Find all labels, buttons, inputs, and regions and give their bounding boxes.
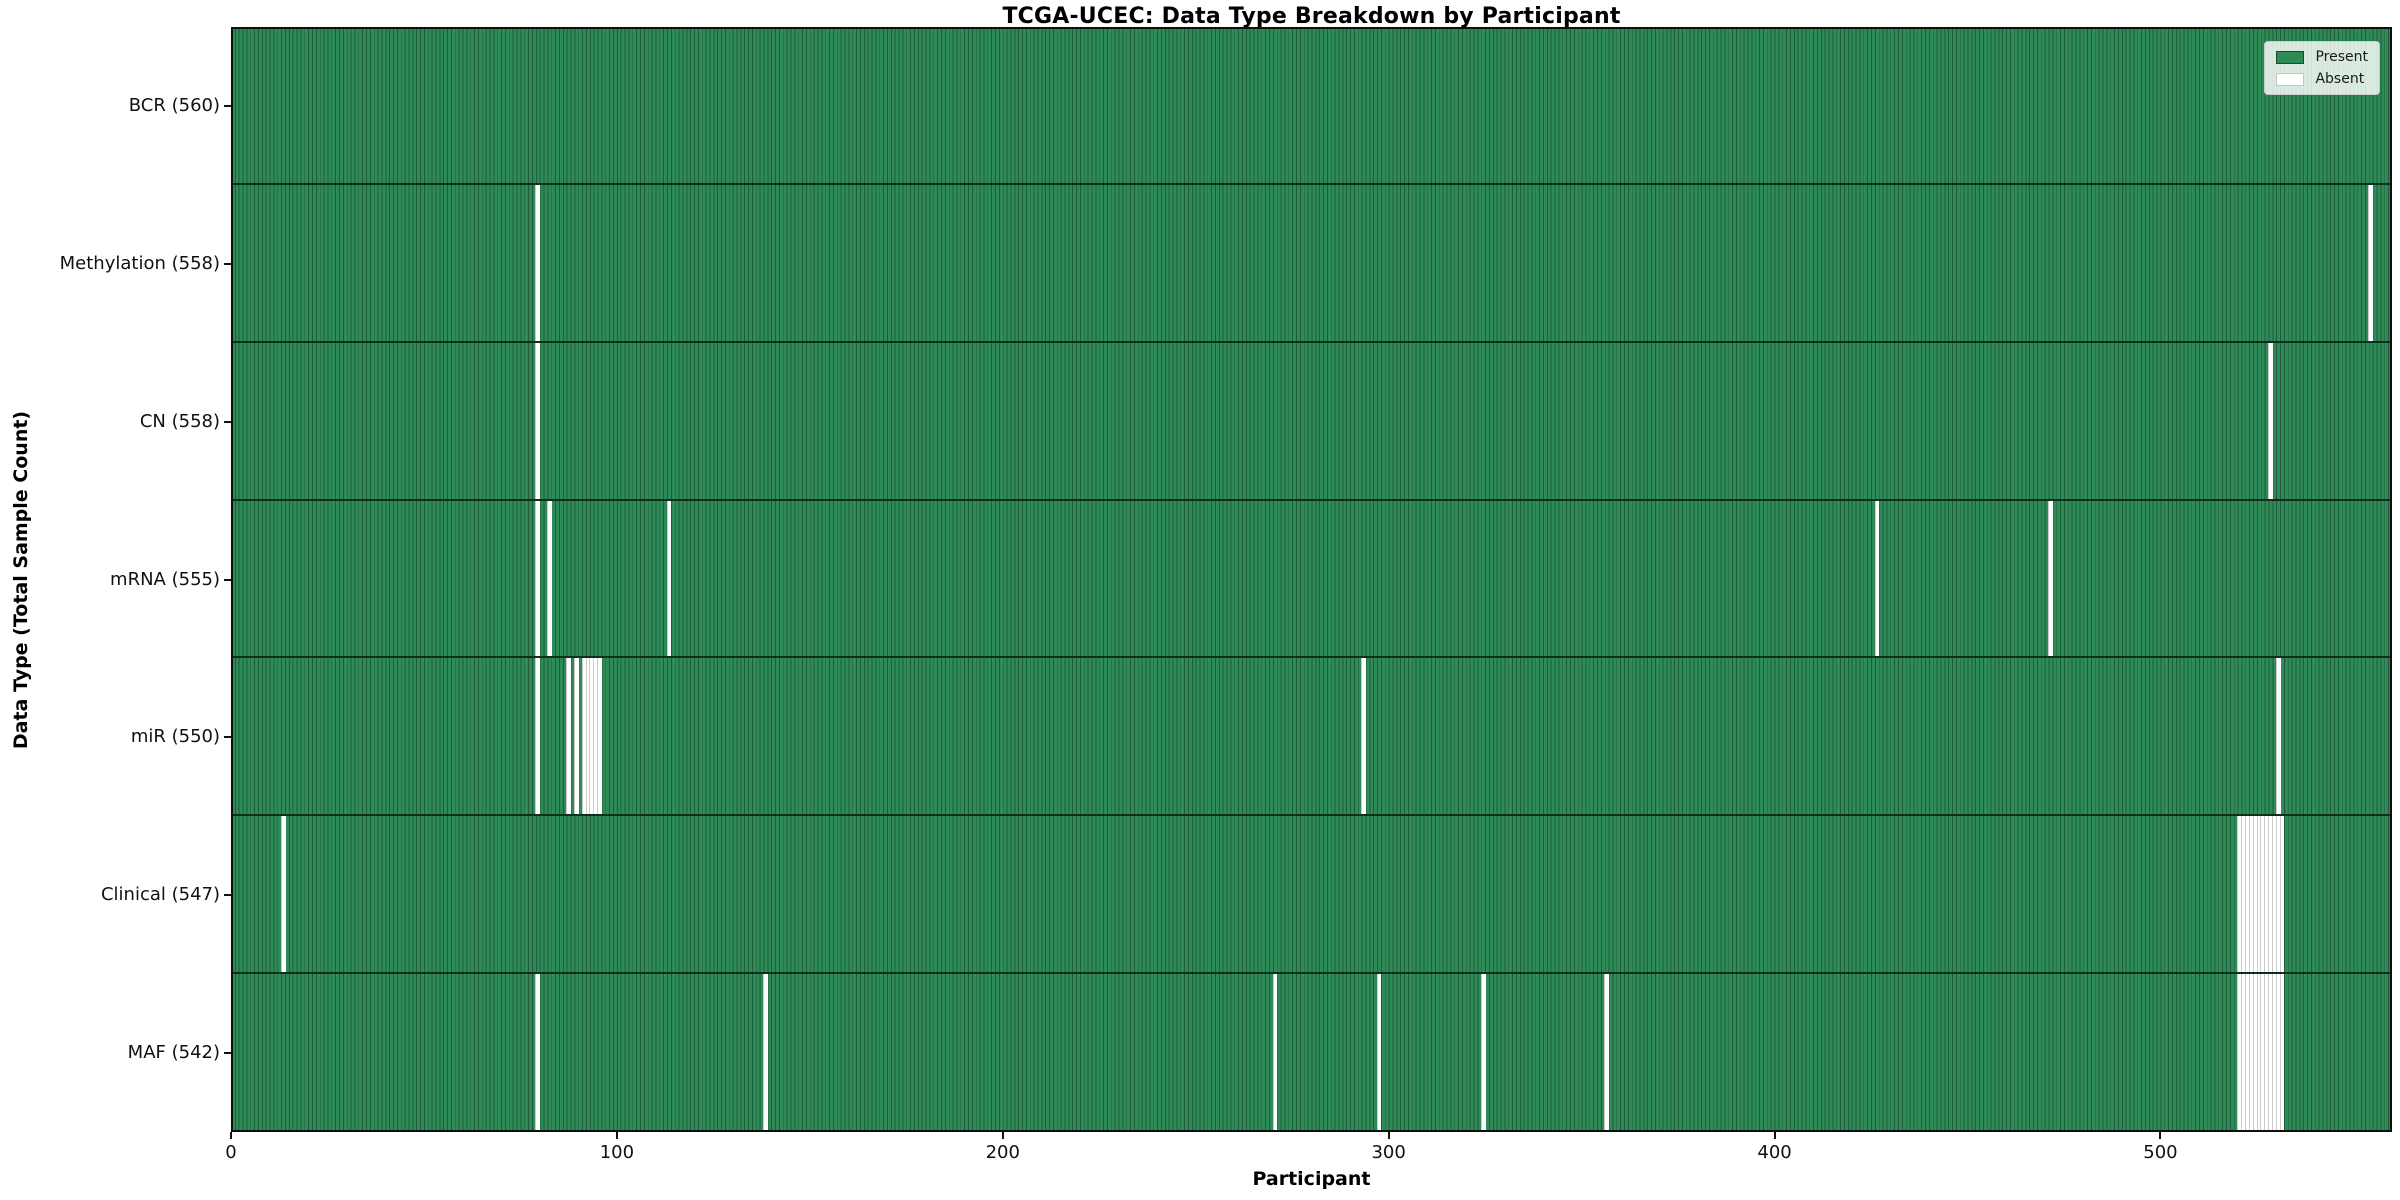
absent-mark-cn-528 <box>2268 342 2273 499</box>
absent-mark-maf-525 <box>2256 974 2262 1130</box>
absent-mark-mir-89 <box>574 658 579 815</box>
x-tick-label-300: 300 <box>1371 1142 1406 1163</box>
x-tick-label-200: 200 <box>985 1142 1020 1163</box>
absent-mark-mrna-82 <box>547 500 552 657</box>
row-cn <box>231 342 2392 501</box>
absent-mark-methylation-554 <box>2368 184 2374 341</box>
absent-mark-maf-528 <box>2268 974 2273 1130</box>
absent-mark-mrna-471 <box>2048 500 2053 657</box>
legend-label: Absent <box>2315 71 2365 87</box>
absent-mark-clinical-13 <box>280 816 286 973</box>
absent-mark-mir-79 <box>535 658 541 815</box>
x-tick-label-0: 0 <box>225 1142 237 1163</box>
legend-entry-present: Present <box>2276 50 2368 64</box>
absent-mark-maf-527 <box>2264 974 2269 1130</box>
x-tick-mark <box>230 1132 232 1139</box>
absent-mark-maf-324 <box>1480 974 1486 1130</box>
chart-title: TCGA-UCEC: Data Type Breakdown by Partic… <box>1002 4 1621 29</box>
absent-mark-clinical-527 <box>2264 816 2269 973</box>
absent-mark-mir-95 <box>597 658 602 815</box>
absent-mark-clinical-520 <box>2237 816 2242 973</box>
absent-mark-maf-138 <box>763 974 768 1130</box>
absent-mark-maf-521 <box>2241 974 2246 1130</box>
absent-mark-maf-530 <box>2275 974 2281 1130</box>
x-tick-mark <box>615 1132 618 1139</box>
y-tick-label-mir: miR (550) <box>130 726 220 748</box>
absent-mark-mrna-79 <box>535 500 541 657</box>
x-tick-label-400: 400 <box>1757 1142 1792 1163</box>
absent-mark-clinical-528 <box>2268 816 2273 973</box>
absent-mark-maf-531 <box>2279 974 2285 1130</box>
legend-swatch-present <box>2276 50 2305 64</box>
row-bcr <box>231 27 2392 185</box>
y-tick-mark <box>224 420 231 423</box>
absent-mark-mrna-113 <box>666 500 672 657</box>
absent-mark-mir-87 <box>566 658 572 815</box>
absent-mark-clinical-523 <box>2248 816 2254 973</box>
absent-mark-maf-522 <box>2244 974 2250 1130</box>
absent-mark-mir-530 <box>2275 658 2281 815</box>
row-clinical <box>231 816 2392 975</box>
absent-mark-clinical-531 <box>2279 816 2285 973</box>
y-tick-label-bcr: BCR (560) <box>128 94 220 116</box>
row-maf <box>231 974 2392 1132</box>
absent-mark-cn-79 <box>535 342 541 499</box>
absent-mark-mir-91 <box>581 658 587 815</box>
absent-mark-mir-93 <box>589 658 595 815</box>
x-tick-label-100: 100 <box>599 1142 635 1163</box>
row-mrna <box>231 500 2392 659</box>
absent-mark-mir-94 <box>593 658 599 815</box>
y-tick-mark <box>224 578 231 581</box>
absent-mark-maf-520 <box>2237 974 2242 1130</box>
absent-mark-maf-526 <box>2260 974 2266 1130</box>
legend: Present Absent <box>2264 41 2380 95</box>
absent-mark-clinical-525 <box>2256 816 2262 973</box>
x-tick-mark <box>2159 1132 2162 1139</box>
y-tick-label-clinical: Clinical (547) <box>100 884 220 906</box>
absent-mark-maf-297 <box>1376 974 1382 1130</box>
absent-mark-clinical-529 <box>2271 816 2277 973</box>
absent-mark-clinical-524 <box>2252 816 2258 973</box>
y-tick-mark <box>224 736 231 739</box>
y-tick-label-methylation: Methylation (558) <box>59 252 220 274</box>
absent-mark-maf-523 <box>2248 974 2254 1130</box>
legend-swatch-absent <box>2276 72 2305 86</box>
y-tick-label-maf: MAF (542) <box>127 1042 220 1064</box>
y-tick-mark <box>224 894 231 897</box>
absent-mark-mir-293 <box>1361 658 1367 815</box>
absent-mark-maf-356 <box>1604 974 1610 1130</box>
x-tick-mark <box>1387 1132 1390 1139</box>
legend-label: Present <box>2315 49 2368 65</box>
y-tick-mark <box>224 262 231 265</box>
plot-area: Present Absent <box>231 27 2392 1132</box>
row-mir <box>231 658 2392 817</box>
y-tick-mark <box>224 104 231 107</box>
y-tick-label-mrna: mRNA (555) <box>110 568 220 590</box>
absent-mark-clinical-522 <box>2244 816 2250 973</box>
absent-mark-clinical-530 <box>2275 816 2281 973</box>
absent-mark-maf-79 <box>535 974 541 1130</box>
x-tick-mark <box>1001 1132 1004 1139</box>
absent-mark-clinical-521 <box>2241 816 2246 973</box>
row-methylation <box>231 184 2392 343</box>
x-tick-mark <box>1773 1132 1776 1139</box>
absent-mark-methylation-79 <box>535 184 541 341</box>
absent-mark-clinical-526 <box>2260 816 2266 973</box>
absent-mark-maf-529 <box>2271 974 2277 1130</box>
x-tick-label-500: 500 <box>2143 1142 2178 1163</box>
y-tick-mark <box>224 1052 231 1055</box>
absent-mark-mrna-426 <box>1874 500 1880 657</box>
y-tick-label-cn: CN (558) <box>139 410 220 432</box>
absent-mark-maf-270 <box>1272 974 1278 1130</box>
absent-mark-maf-524 <box>2252 974 2258 1130</box>
x-axis-label: Participant <box>1252 1168 1371 1190</box>
absent-mark-mir-92 <box>585 658 591 815</box>
legend-entry-absent: Absent <box>2276 72 2368 86</box>
